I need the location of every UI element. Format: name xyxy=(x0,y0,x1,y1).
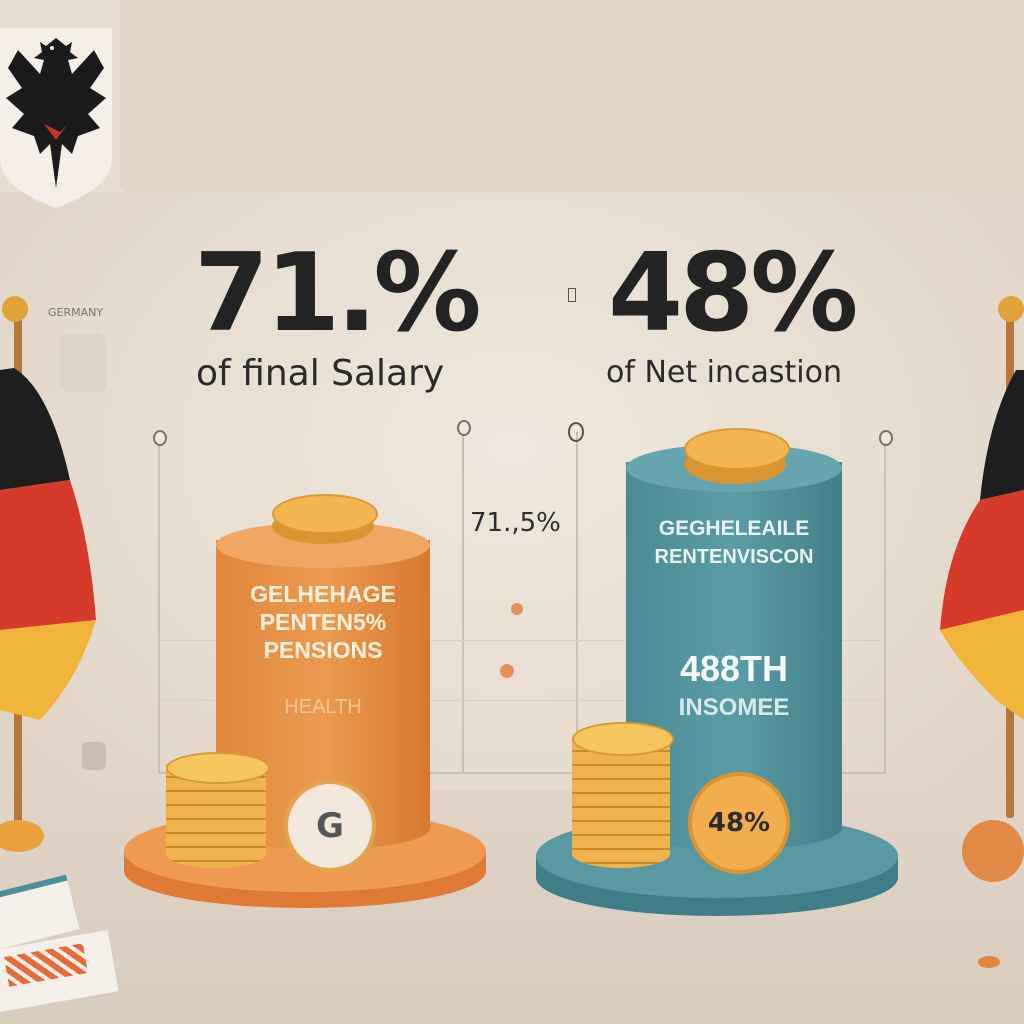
badge-coin-right xyxy=(688,772,790,874)
badge-coin-left xyxy=(284,780,376,872)
top-banner xyxy=(120,0,1024,192)
grid-line xyxy=(160,700,880,701)
side-tablet xyxy=(60,334,106,392)
grid-axis-mid xyxy=(462,426,464,774)
german-flag-icon-right xyxy=(940,370,1024,720)
orange-ball xyxy=(962,820,1024,882)
right-pillar-big: 488TH xyxy=(679,648,789,689)
right-pillar-line-1: GEGHELEAILE xyxy=(658,517,810,540)
grid-pin xyxy=(457,420,471,436)
coin-stack-top-right xyxy=(572,722,674,756)
side-label: GERMANY xyxy=(48,306,104,319)
right-pillar-sub: INSOMEE xyxy=(678,694,790,721)
backdrop xyxy=(0,192,1024,832)
grid-ring xyxy=(568,422,584,442)
coin-stack-top xyxy=(166,752,270,784)
floor xyxy=(0,790,1024,1024)
german-flag-icon xyxy=(0,368,96,720)
grid-axis-right xyxy=(884,436,886,774)
right-pillar-line-2: RENTENVISCON xyxy=(654,546,814,568)
left-small-label: 71.,5% xyxy=(470,508,561,538)
eagle-emblem-icon xyxy=(0,28,112,208)
tiny-marker xyxy=(568,288,576,302)
grid-axis-center xyxy=(576,432,578,774)
coin-stack-icon-right xyxy=(572,738,670,868)
left-stat-value: 71.% xyxy=(194,231,482,356)
dot xyxy=(500,664,514,678)
grid-baseline xyxy=(160,772,886,774)
grid-pin xyxy=(153,430,167,446)
badge-percent: 48% xyxy=(707,808,771,838)
dot xyxy=(511,603,523,615)
flagpole-finial-left xyxy=(2,296,28,322)
grid-pin xyxy=(879,430,893,446)
flagpole-base-left xyxy=(0,820,44,852)
grid-axis-left xyxy=(158,436,160,774)
coin-icon-top xyxy=(272,494,378,534)
left-pillar-line-3: PENSIONS xyxy=(263,637,383,663)
left-stat-caption: of final Salary xyxy=(196,353,445,394)
left-pillar-sub: HEALTH xyxy=(284,696,362,718)
floor-dot xyxy=(978,956,1000,968)
flagpole-finial-right xyxy=(998,296,1024,322)
side-icon xyxy=(82,742,106,770)
coin-icon-top-right xyxy=(684,428,790,470)
left-pillar-line-2: PENTEN5% xyxy=(259,609,387,635)
grid-line xyxy=(160,640,880,641)
right-stat-caption: of Net incastion xyxy=(606,355,842,390)
right-stat-value: 48% xyxy=(608,231,859,356)
left-pillar-line-1: GELHEHAGE xyxy=(250,581,396,607)
badge-letter: G xyxy=(316,806,344,846)
